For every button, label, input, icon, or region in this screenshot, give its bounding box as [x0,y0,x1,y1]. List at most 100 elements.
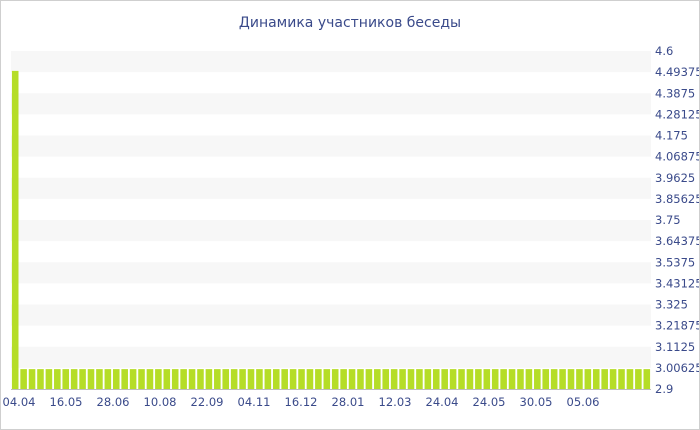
bar [323,369,331,389]
bar [104,369,112,389]
bar [138,369,145,389]
bar [28,369,36,389]
grid-band [11,135,651,157]
bar [592,369,600,389]
y-tick-label: 4.49375 [655,65,699,79]
bar [432,369,440,389]
bar [567,369,575,389]
bar [45,369,53,389]
x-tick-label: 24.04 [426,395,459,409]
bar [121,369,128,389]
bar [458,369,465,389]
bar [399,369,406,389]
bar [163,369,171,389]
y-tick-label: 3.64375 [655,234,699,248]
y-tick-label: 3.85625 [655,192,699,206]
bar [272,369,280,389]
bar [256,369,263,389]
bar [357,369,364,389]
bar [390,369,398,389]
bar [365,369,373,389]
bar [508,369,516,389]
bar [534,369,541,389]
bar [289,369,297,389]
bar [298,369,305,389]
bar [171,369,179,389]
bar [20,369,27,389]
bar [205,369,213,389]
x-tick-label: 28.01 [332,395,365,409]
bar [214,369,221,389]
grid-band [11,262,651,284]
bar [180,369,187,389]
bar [37,369,44,389]
y-axis-ticks: 4.6 4.49375 4.3875 4.28125 4.175 4.06875 3.962… [655,44,699,396]
bar [643,369,651,389]
y-tick-label: 4.6 [655,44,673,58]
bar [626,369,634,389]
grid-band [11,51,651,73]
y-tick-label: 3.1125 [655,340,695,354]
bar [416,369,423,389]
grid-band [11,220,651,242]
bar [54,369,61,389]
bar [475,369,482,389]
bar [601,369,608,389]
bar [70,369,78,389]
x-axis-ticks: 04.04 16.05 28.06 10.08 22.09 04.11 16.12 28.01… [3,395,600,409]
bar [87,369,95,389]
bar [441,369,448,389]
bar [306,369,314,389]
bars [11,70,651,389]
y-tick-label: 3.75 [655,213,681,227]
x-tick-label: 16.05 [50,395,83,409]
bar [331,369,339,389]
bar [197,369,204,389]
y-tick-label: 3.9625 [655,171,695,185]
y-tick-label: 4.175 [655,129,688,143]
bar [483,369,491,389]
y-tick-label: 4.06875 [655,150,699,164]
bar [466,369,474,389]
y-tick-label: 2.9 [655,382,673,396]
bar [609,369,617,389]
bar [525,369,533,389]
x-tick-label: 30.05 [520,395,553,409]
bar [382,369,390,389]
bar [247,369,255,389]
x-tick-label: 05.06 [567,395,600,409]
bar [559,369,566,389]
grid-bands [11,51,651,368]
grid-band [11,346,651,368]
bar [542,369,550,389]
bar [550,369,558,389]
bar [500,369,507,389]
bar [584,369,592,389]
y-tick-label: 3.00625 [655,361,699,375]
y-tick-label: 3.5375 [655,255,695,269]
bar [155,369,162,389]
x-tick-label: 22.09 [191,395,224,409]
x-tick-label: 12.03 [379,395,412,409]
bar [424,369,432,389]
chart-title: Динамика участников беседы [238,15,462,31]
y-tick-label: 3.43125 [655,276,699,290]
x-tick-label: 04.04 [3,395,36,409]
y-tick-label: 4.28125 [655,107,699,121]
bar [264,369,272,389]
bar [239,369,246,389]
bar [129,369,137,389]
bar [11,70,19,389]
bar [618,369,625,389]
x-tick-label: 10.08 [144,395,177,409]
grid-band [11,93,651,115]
y-tick-label: 4.3875 [655,86,695,100]
x-tick-label: 28.06 [97,395,130,409]
x-tick-label: 24.05 [473,395,506,409]
bar [230,369,238,389]
bar [79,369,86,389]
y-tick-label: 3.325 [655,298,688,312]
x-tick-label: 04.11 [238,395,271,409]
